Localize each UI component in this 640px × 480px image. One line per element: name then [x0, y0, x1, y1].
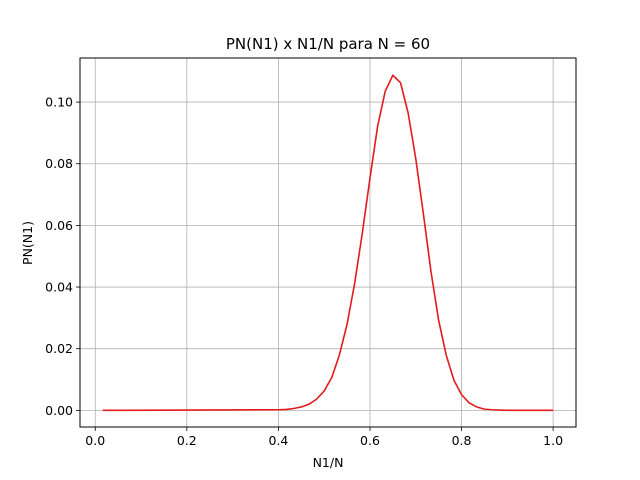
plot-frame	[79, 57, 577, 428]
y-tick-label: 0.10	[45, 95, 73, 110]
x-tick-label: 0.2	[177, 433, 197, 448]
x-tick-label: 0.0	[85, 433, 105, 448]
y-tick-label: 0.00	[45, 403, 73, 418]
x-tick-label: 0.6	[360, 433, 380, 448]
x-axis-label: N1/N	[313, 455, 344, 470]
y-tick-label: 0.02	[45, 341, 73, 356]
series-line	[102, 74, 554, 412]
y-axis-label: PN(N1)	[20, 221, 35, 265]
y-axis: 0.00 0.02 0.04 0.06 0.08 0.10	[45, 95, 80, 418]
y-tick-label: 0.06	[45, 218, 73, 233]
x-tick-label: 0.4	[268, 433, 288, 448]
x-axis: 0.0 0.2 0.4 0.6 0.8 1.0	[85, 427, 563, 448]
y-tick-label: 0.04	[45, 280, 73, 295]
x-tick-label: 1.0	[543, 433, 563, 448]
y-tick-label: 0.08	[45, 156, 73, 171]
chart-title: PN(N1) x N1/N para N = 60	[226, 35, 430, 53]
x-tick-label: 0.8	[452, 433, 472, 448]
plot-area	[102, 74, 554, 412]
